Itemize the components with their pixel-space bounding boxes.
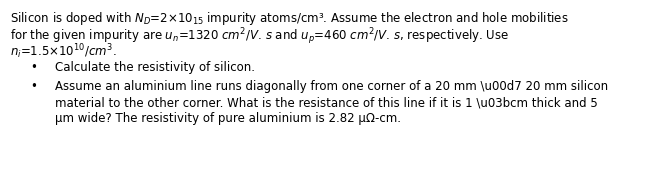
Text: for the given impurity are $u_n$=1320 $cm^2$/$V$. $s$ and $u_p$=460 $cm^2$/$V$. : for the given impurity are $u_n$=1320 $c… <box>10 26 510 47</box>
Text: μm wide? The resistivity of pure aluminium is 2.82 μΩ-cm.: μm wide? The resistivity of pure alumini… <box>55 112 401 125</box>
Text: Silicon is doped with $N_D$=2$\times$10$_{15}$ impurity atoms/cm³. Assume the el: Silicon is doped with $N_D$=2$\times$10$… <box>10 10 569 27</box>
Text: •: • <box>30 80 37 93</box>
Text: •: • <box>30 61 37 74</box>
Text: Assume an aluminium line runs diagonally from one corner of a 20 mm \u00d7 20 mm: Assume an aluminium line runs diagonally… <box>55 80 608 93</box>
Text: $n_i$=1.5$\times$10$^{10}$/$cm^3$.: $n_i$=1.5$\times$10$^{10}$/$cm^3$. <box>10 42 117 61</box>
Text: Calculate the resistivity of silicon.: Calculate the resistivity of silicon. <box>55 61 255 74</box>
Text: material to the other corner. What is the resistance of this line if it is 1 \u0: material to the other corner. What is th… <box>55 96 598 109</box>
